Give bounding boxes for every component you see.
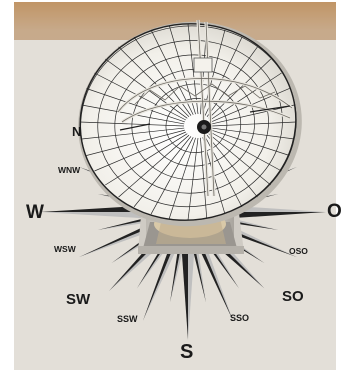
dish-rib (94, 131, 187, 172)
dish-ring (97, 40, 283, 208)
dish-ring (131, 69, 255, 181)
dish-rib (211, 121, 297, 127)
dish-rib (200, 137, 208, 219)
label-o: O (327, 201, 342, 222)
telescope-dish (78, 19, 302, 227)
dish-rib (105, 133, 188, 186)
dish-rib (81, 127, 185, 140)
label-so: SO (282, 288, 304, 305)
dish-rib (86, 88, 185, 123)
dish-rib (206, 134, 258, 198)
dish-rib (79, 121, 185, 127)
label-wnw: WNW (58, 165, 81, 175)
label-w: W (26, 202, 44, 223)
dish-rib (133, 136, 192, 208)
label-sso: SSO (230, 313, 249, 323)
label-n: N (72, 124, 81, 139)
label-wsw: WSW (54, 244, 77, 254)
label-oso: OSO (289, 246, 308, 256)
dish-rib (168, 25, 196, 115)
dish-rib (187, 23, 199, 115)
dish-ring (114, 54, 269, 194)
dish-rib (118, 134, 190, 198)
dish-rib (187, 137, 199, 221)
dish-rib (86, 129, 185, 156)
dish-rib (211, 129, 290, 156)
dish-ring (148, 83, 242, 167)
label-s: S (180, 341, 193, 363)
compass-labels: N WNW W O WSW OSO SW SO SSW SSO S (26, 124, 342, 363)
dish-rib (118, 46, 190, 118)
dish-rib (209, 72, 282, 121)
dish-rib (209, 131, 282, 172)
dish-rib (211, 104, 295, 125)
dish-rib (208, 133, 271, 186)
dish-rib (94, 72, 187, 121)
dish-rib (168, 137, 196, 219)
label-sw: SW (66, 291, 91, 308)
dish-rib (211, 127, 295, 140)
label-ssw: SSW (117, 314, 138, 324)
dish-rib (150, 137, 194, 215)
